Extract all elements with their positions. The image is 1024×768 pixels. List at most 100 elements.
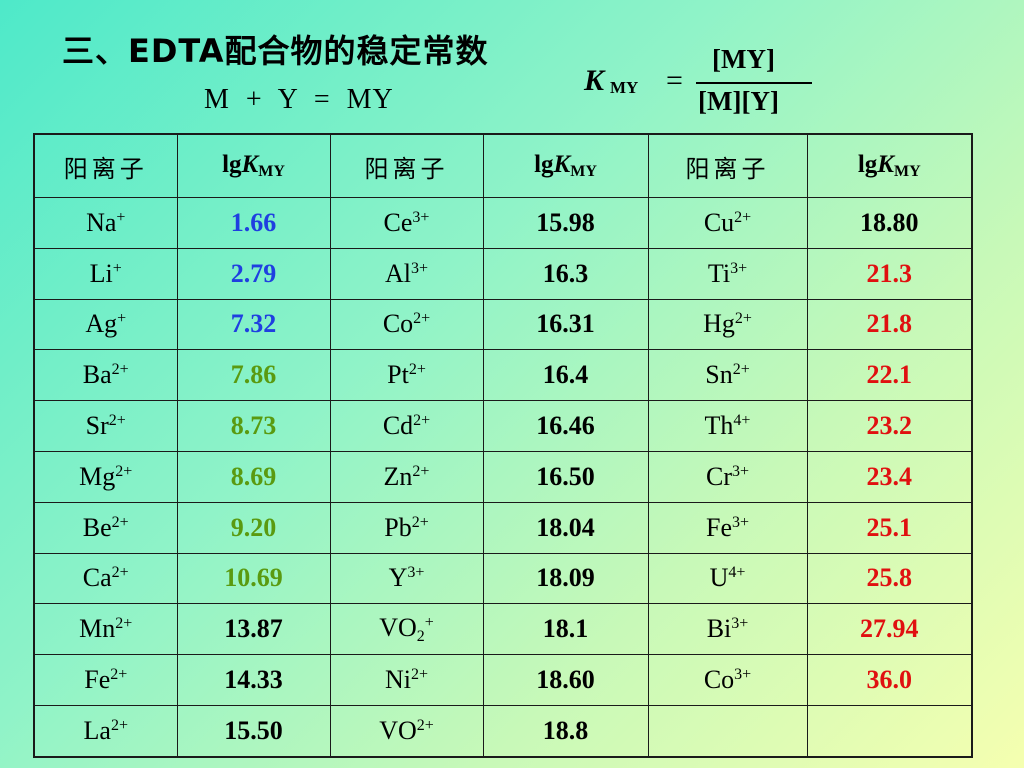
lgk-value: 16.46 (482, 400, 649, 452)
cation-cell: Pb2+ (329, 501, 484, 554)
cation-symbol: Sn (705, 360, 733, 390)
formula-k-symbol: K (584, 64, 605, 97)
header-lgk: lgKMY (806, 133, 973, 198)
cation-symbol: Cr (705, 461, 732, 491)
cation-charge: 3+ (731, 462, 750, 480)
cation-cell: Cd2+ (329, 400, 484, 452)
cation-cell: Mg2+ (33, 450, 178, 503)
cation-symbol: Th (704, 411, 734, 441)
cation-charge: 2+ (411, 513, 429, 531)
cation-symbol: Y (388, 563, 408, 593)
table-row: Li+ 2.79 Al3+ 16.3 Ti3+ 21.3 (33, 247, 973, 300)
cation-charge: 2+ (408, 361, 426, 379)
cation-charge: 2+ (115, 615, 133, 633)
lgk-value: 7.32 (176, 298, 331, 351)
cation-charge: 2+ (108, 412, 126, 430)
cation-cell: Bi3+ (647, 603, 808, 656)
cation-symbol: Mg (79, 461, 116, 491)
lgk-value: 23.2 (806, 400, 973, 452)
cation-charge: + (116, 208, 126, 226)
header-k-symbol: K (241, 151, 259, 178)
lgk-value: 8.73 (176, 400, 331, 452)
cation-symbol: Be (82, 512, 112, 542)
cation-charge: 2+ (734, 208, 752, 226)
table-row: Ag+ 7.32 Co2+ 16.31 Hg2+ 21.8 (33, 298, 973, 351)
cation-charge: 3+ (407, 564, 425, 582)
table-row: Ba2+ 7.86 Pt2+ 16.4 Sn2+ 22.1 (33, 349, 973, 402)
fraction-bar (696, 82, 812, 84)
lgk-value: 7.86 (176, 349, 331, 402)
cation-charge: + (424, 613, 434, 631)
lgk-value: 15.50 (176, 704, 331, 758)
cation-cell: Co2+ (329, 298, 484, 351)
cation-charge: 2+ (413, 412, 431, 430)
cation-cell: Th4+ (647, 400, 808, 452)
cation-cell: Fe2+ (33, 654, 178, 706)
cation-symbol: Mn (79, 614, 116, 644)
table-row: Be2+ 9.20 Pb2+ 18.04 Fe3+ 25.1 (33, 501, 973, 554)
cation-cell: Ca2+ (33, 552, 178, 605)
cation-symbol: Ti (707, 258, 731, 288)
lgk-value: 10.69 (176, 552, 331, 605)
cation-cell: Al3+ (329, 247, 484, 300)
cation-charge: 2+ (111, 564, 129, 582)
header-k-subscript: MY (258, 163, 285, 180)
cation-cell: VO2+ (329, 704, 484, 758)
cation-symbol: Ce (383, 207, 413, 237)
cation-symbol: Pb (384, 512, 412, 542)
cation-charge: 2+ (413, 310, 431, 328)
cation-charge: 2+ (110, 716, 128, 734)
header-lg-prefix: lg (222, 151, 242, 178)
cation-symbol: Co (382, 309, 414, 339)
cation-charge: 2+ (732, 361, 750, 379)
cation-symbol: VO (379, 612, 417, 642)
cation-charge: + (117, 310, 127, 328)
cation-cell: Ti3+ (647, 247, 808, 300)
cation-cell: Ag+ (33, 298, 178, 351)
cation-charge: 3+ (412, 208, 430, 226)
cation-cell: Fe3+ (647, 501, 808, 554)
lgk-value: 36.0 (806, 654, 973, 706)
table-row: Mn2+ 13.87 VO2+ 18.1 Bi3+ 27.94 (33, 603, 973, 656)
cation-charge: 2+ (412, 462, 430, 480)
lgk-value: 18.60 (482, 654, 649, 706)
lgk-value: 8.69 (176, 450, 331, 503)
empty-cell (647, 704, 808, 758)
lgk-value: 16.3 (482, 247, 649, 300)
cation-cell: Be2+ (33, 501, 178, 554)
table-row: Fe2+ 14.33 Ni2+ 18.60 Co3+ 36.0 (33, 654, 973, 706)
lgk-value: 9.20 (176, 501, 331, 554)
header-lg-prefix: lg (857, 151, 878, 178)
cation-charge: 3+ (731, 615, 749, 633)
cation-symbol: U (709, 563, 729, 593)
cation-cell: Ba2+ (33, 349, 178, 402)
lgk-value: 14.33 (176, 654, 331, 706)
formula-numerator: [MY] (712, 44, 775, 74)
cation-symbol: Cu (703, 207, 735, 237)
cation-symbol: La (83, 715, 111, 745)
stability-constant-formula: K MY = [MY] [M][Y] (580, 42, 820, 122)
cation-charge: 2+ (416, 716, 434, 734)
cation-symbol: Cd (382, 411, 414, 441)
lgk-value: 18.8 (482, 704, 649, 758)
cation-cell: Pt2+ (329, 349, 484, 402)
lgk-value: 16.4 (482, 349, 649, 402)
cation-symbol: Sr (85, 411, 109, 441)
cation-cell: Cr3+ (647, 450, 808, 503)
header-lgk: lgKMY (176, 133, 331, 198)
table-row: Mg2+ 8.69 Zn2+ 16.50 Cr3+ 23.4 (33, 450, 973, 503)
cation-subscript: 2 (416, 627, 425, 645)
cation-symbol: Ni (384, 665, 411, 695)
cation-cell: Na+ (33, 197, 178, 249)
cation-cell: Mn2+ (33, 603, 178, 656)
cation-symbol: Co (703, 665, 735, 695)
cation-cell: VO2+ (329, 603, 484, 656)
cation-symbol: Zn (383, 461, 413, 491)
header-k-symbol: K (877, 151, 894, 178)
table-header-row: 阳离子 lgKMY 阳离子 lgKMY 阳离子 lgKMY (33, 133, 973, 198)
cation-cell: Ce3+ (329, 197, 484, 249)
lgk-value: 18.80 (806, 197, 973, 249)
table-row: Sr2+ 8.73 Cd2+ 16.46 Th4+ 23.2 (33, 400, 973, 452)
cation-symbol: Hg (703, 309, 735, 339)
cation-charge: 4+ (728, 564, 746, 582)
